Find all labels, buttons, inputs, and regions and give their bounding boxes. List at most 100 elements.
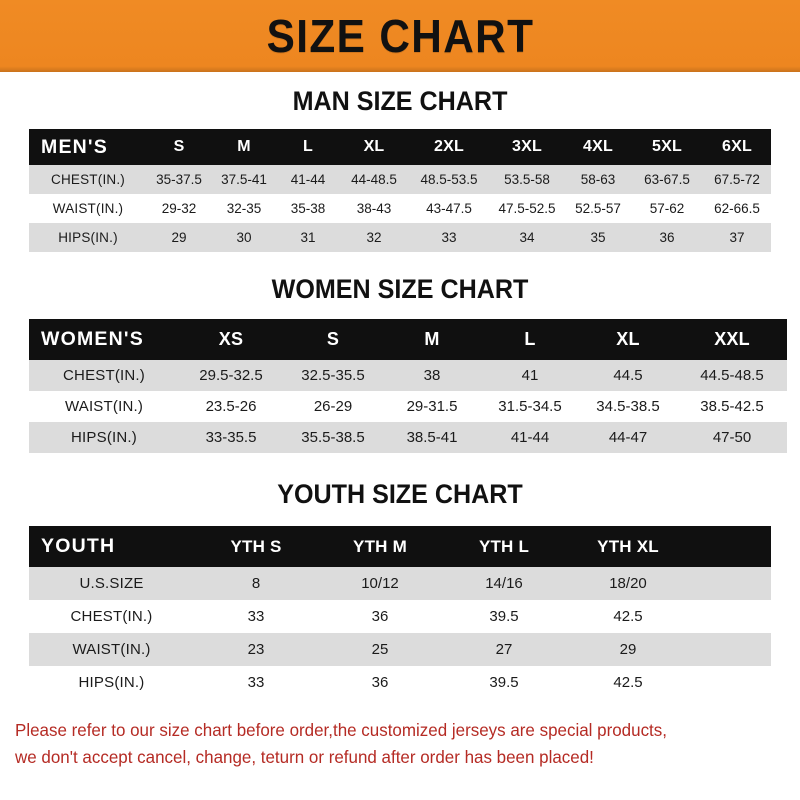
youth-column-header-yth-s: YTH S	[230, 536, 282, 556]
youth-cell-filler	[690, 567, 771, 600]
men-cell: 57-62	[649, 201, 685, 216]
men-row-label: WAIST(IN.)	[52, 201, 124, 216]
women-cell: 26-29	[313, 398, 353, 415]
men-cell: 30	[236, 230, 252, 245]
youth-cell-filler	[690, 666, 771, 699]
women-cell: 23.5-26	[205, 398, 257, 415]
men-table-row: CHEST(IN.) 35-37.5 37.5-41 41-44 44-48.5 48.5…	[29, 165, 771, 194]
youth-row-label: HIPS(IN.)	[78, 674, 145, 691]
women-cell: 38	[423, 367, 441, 384]
disclaimer-line-1: Please refer to our size chart before or…	[15, 720, 667, 740]
men-cell: 31	[300, 230, 316, 245]
youth-cell: 25	[371, 641, 389, 658]
men-size-table: MEN'S S M L XL 2XL 3XL 4XL 5XL 6XL CHEST(IN.) 35-37…	[29, 129, 771, 252]
women-cell: 38.5-42.5	[700, 398, 764, 415]
men-column-header-5xl: 5XL	[652, 138, 682, 155]
women-cell: 35.5-38.5	[301, 429, 365, 446]
men-table-row: HIPS(IN.) 29 30 31 32 33 34 35 36 37	[29, 223, 771, 252]
women-cell: 34.5-38.5	[596, 398, 660, 415]
men-cell: 35	[590, 230, 606, 245]
order-policy-disclaimer: Please refer to our size chart before or…	[15, 717, 762, 771]
women-table-row: CHEST(IN.) 29.5-32.5 32.5-35.5 38 41 44.5 44.5…	[29, 360, 787, 391]
women-table-row: HIPS(IN.) 33-35.5 35.5-38.5 38.5-41 41-44 44-…	[29, 422, 787, 453]
youth-header-row: YOUTH YTH S YTH M YTH L YTH XL	[29, 526, 771, 567]
men-column-header-l: L	[303, 138, 313, 155]
women-cell: 38.5-41	[406, 429, 458, 446]
youth-column-header-yth-l: YTH L	[478, 536, 530, 556]
women-row-label: WAIST(IN.)	[64, 398, 144, 415]
youth-cell: 33	[247, 674, 265, 691]
women-row-label: HIPS(IN.)	[71, 429, 137, 446]
men-table-row: WAIST(IN.) 29-32 32-35 35-38 38-43 43-47.5 47.…	[29, 194, 771, 223]
youth-cell: 8	[251, 575, 261, 592]
women-cell: 33-35.5	[205, 429, 257, 446]
youth-size-table: YOUTH YTH S YTH M YTH L YTH XL U.S.SIZE 8 10/12…	[29, 526, 771, 699]
men-row-label: HIPS(IN.)	[58, 230, 118, 245]
men-cell: 53.5-58	[504, 172, 550, 187]
women-column-header-l: L	[524, 329, 536, 349]
men-row-label-header: MEN'S	[41, 135, 108, 158]
youth-cell-filler	[690, 600, 771, 633]
men-cell: 29-32	[161, 201, 197, 216]
youth-cell: 23	[247, 641, 265, 658]
women-cell: 44.5-48.5	[700, 367, 764, 384]
men-cell: 34	[519, 230, 535, 245]
men-cell: 41-44	[290, 172, 326, 187]
men-row-label: CHEST(IN.)	[51, 172, 125, 187]
women-cell: 47-50	[712, 429, 752, 446]
women-cell: 29.5-32.5	[199, 367, 263, 384]
youth-cell: 39.5	[489, 674, 519, 691]
men-column-header-4xl: 4XL	[583, 138, 613, 155]
youth-section-title: YOUTH SIZE CHART	[277, 479, 523, 509]
women-table-body: WOMEN'S XS S M L XL XXL CHEST(IN.) 29.5-32.5 32.5…	[29, 319, 787, 453]
men-cell: 43-47.5	[426, 201, 472, 216]
youth-table-row: CHEST(IN.) 33 36 39.5 42.5	[29, 600, 771, 633]
women-size-table: WOMEN'S XS S M L XL XXL CHEST(IN.) 29.5-32.5 32.5…	[29, 319, 787, 453]
men-cell: 62-66.5	[714, 201, 760, 216]
women-cell: 31.5-34.5	[498, 398, 562, 415]
men-column-header-m: M	[237, 138, 251, 155]
women-table-wrapper: WOMEN'S XS S M L XL XXL CHEST(IN.) 29.5-32.5 32.5…	[29, 319, 787, 453]
disclaimer-line-2: we don't accept cancel, change, teturn o…	[15, 747, 594, 768]
men-header-row: MEN'S S M L XL 2XL 3XL 4XL 5XL 6XL	[29, 129, 771, 165]
youth-column-header-filler	[690, 526, 771, 567]
women-cell: 41-44	[510, 429, 550, 446]
youth-cell: 36	[371, 608, 389, 625]
youth-cell: 10/12	[361, 575, 399, 592]
men-cell: 33	[441, 230, 457, 245]
youth-cell: 42.5	[613, 608, 643, 625]
women-cell: 44.5	[613, 367, 643, 384]
men-cell: 29	[171, 230, 187, 245]
youth-table-body: YOUTH YTH S YTH M YTH L YTH XL U.S.SIZE 8 10/12…	[29, 526, 771, 699]
youth-cell: 27	[495, 641, 513, 658]
men-cell: 37.5-41	[221, 172, 267, 187]
women-cell: 41	[521, 367, 539, 384]
women-cell: 32.5-35.5	[301, 367, 365, 384]
men-cell: 48.5-53.5	[420, 172, 478, 187]
men-column-header-2xl: 2XL	[434, 138, 464, 155]
youth-column-header-yth-xl: YTH XL	[597, 536, 659, 556]
youth-cell: 29	[619, 641, 637, 658]
youth-table-row: U.S.SIZE 8 10/12 14/16 18/20	[29, 567, 771, 600]
youth-cell: 33	[247, 608, 265, 625]
youth-row-label: WAIST(IN.)	[72, 641, 151, 658]
youth-cell: 18/20	[609, 575, 647, 592]
men-cell: 52.5-57	[575, 201, 621, 216]
page-title: SIZE CHART	[266, 10, 534, 62]
men-section-title: MAN SIZE CHART	[292, 86, 508, 116]
men-cell: 67.5-72	[714, 172, 760, 187]
youth-cell: 14/16	[485, 575, 523, 592]
men-cell: 35-37.5	[156, 172, 202, 187]
men-table-body: MEN'S S M L XL 2XL 3XL 4XL 5XL 6XL CHEST(IN.) 35-37…	[29, 129, 771, 252]
men-cell: 38-43	[356, 201, 392, 216]
men-cell: 63-67.5	[644, 172, 690, 187]
women-row-label-header: WOMEN'S	[41, 328, 144, 350]
women-column-header-xs: XS	[218, 329, 244, 349]
women-cell: 29-31.5	[406, 398, 458, 415]
men-cell: 47.5-52.5	[498, 201, 556, 216]
men-cell: 32	[366, 230, 382, 245]
youth-table-wrapper: YOUTH YTH S YTH M YTH L YTH XL U.S.SIZE 8 10/12…	[29, 526, 771, 699]
women-column-header-xl: XL	[616, 329, 640, 349]
men-cell: 36	[659, 230, 675, 245]
women-column-header-xxl: XXL	[714, 329, 750, 349]
